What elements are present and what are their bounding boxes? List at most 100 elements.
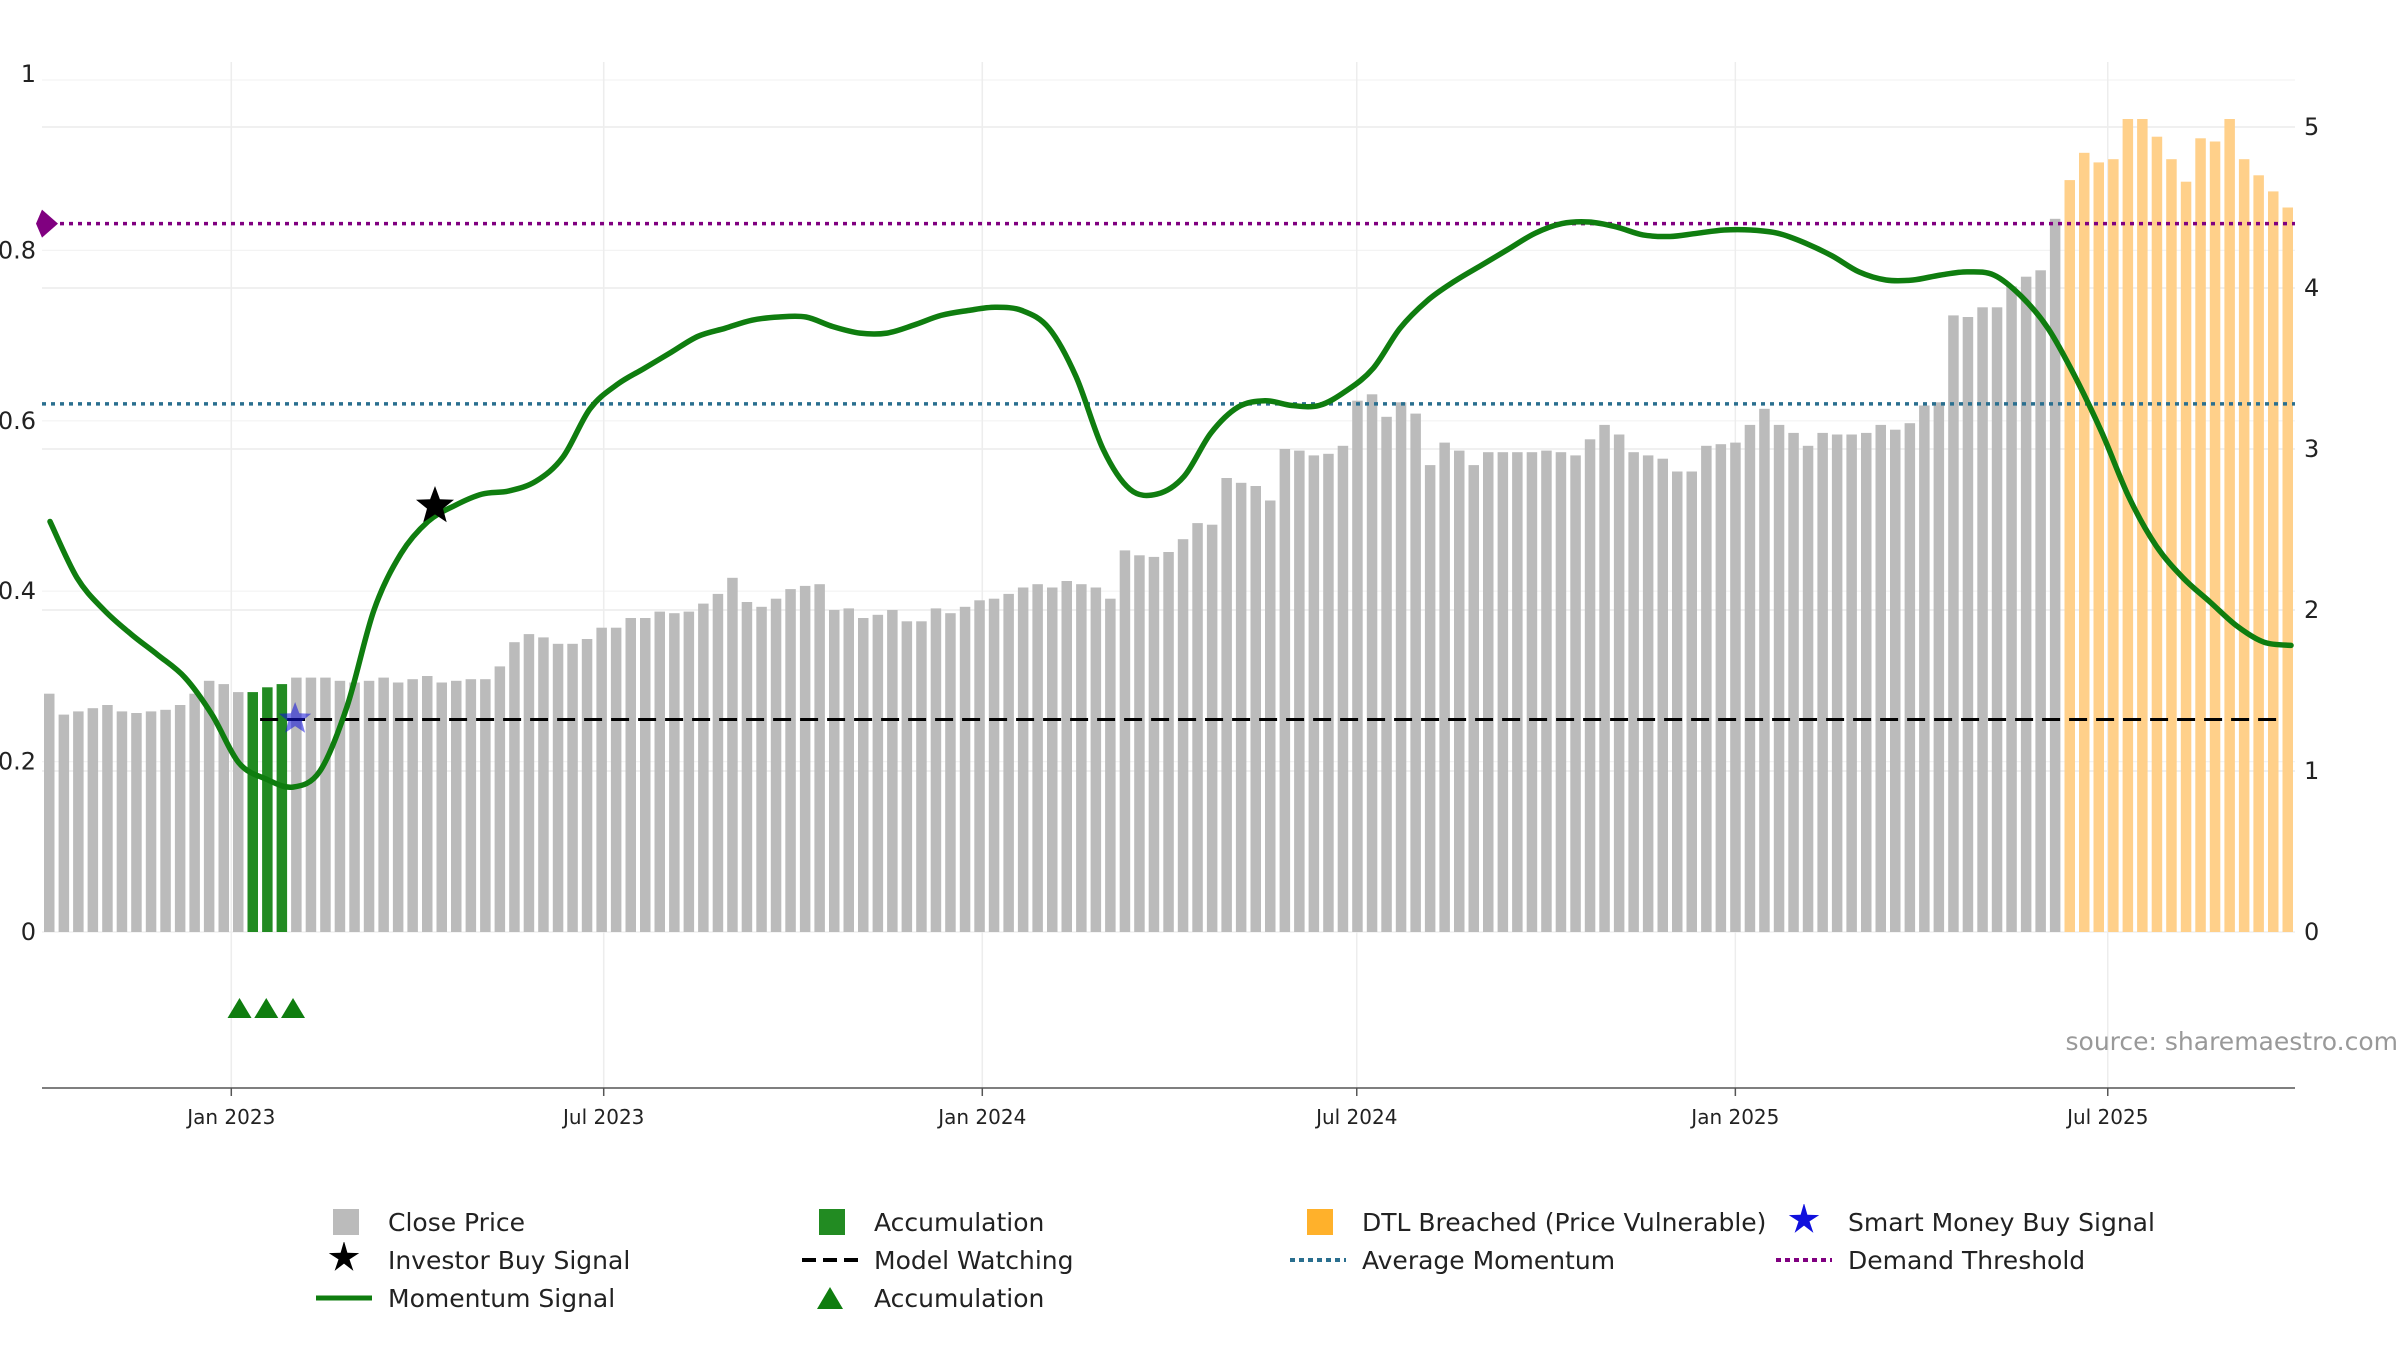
close-price-bar: [1337, 445, 1349, 932]
close-price-bar: [1744, 424, 1756, 932]
close-price-bar: [974, 600, 985, 932]
close-price-bar: [1017, 587, 1029, 932]
y-right-tick-label: 1: [2304, 757, 2319, 785]
y-right-tick-label: 0: [2304, 918, 2319, 946]
legend-close-price: Close Price: [316, 1204, 525, 1240]
demand-threshold-marker: [36, 209, 58, 238]
close-price-bar: [1846, 434, 1857, 932]
close-price-bar: [843, 608, 854, 932]
close-price-bar: [959, 606, 971, 932]
smart-money-buy-signal-star: [278, 702, 312, 733]
close-price-bar: [640, 618, 651, 932]
source-label: source: sharemaestro.com: [2066, 1027, 2399, 1056]
close-price-bar: [116, 711, 128, 932]
dtl-breached-bar: [2282, 207, 2293, 932]
close-price-bar: [1555, 452, 1567, 932]
accumulation-swatch: [819, 1209, 845, 1235]
dtl-breached-bar: [2268, 191, 2279, 932]
close-price-bar: [1773, 424, 1785, 932]
close-price-bar: [1657, 458, 1668, 932]
close-price-bar: [1962, 317, 1974, 932]
close-price-bar: [538, 637, 549, 932]
y-left-tick-label: 1: [21, 60, 36, 88]
close-price-bar: [1613, 434, 1625, 932]
close-price-swatch: [333, 1209, 359, 1235]
close-price-bar: [87, 708, 99, 932]
close-price-bar: [1991, 307, 2003, 932]
close-price-bar: [901, 621, 913, 932]
close-price-bar: [1352, 400, 1363, 932]
close-price-bar: [320, 677, 331, 932]
close-price-bar: [1831, 434, 1843, 932]
close-price-bar: [741, 602, 753, 932]
green-triangle-icon: [817, 1287, 843, 1309]
close-price-bar: [1163, 552, 1174, 932]
y-right-tick-label: 4: [2304, 274, 2319, 302]
black-star-icon: [328, 1242, 360, 1271]
close-price-bar: [1861, 432, 1872, 932]
close-price-bar: [1279, 449, 1291, 932]
close-price-bar: [392, 682, 404, 932]
legend-smart-money: Smart Money Buy Signal: [1776, 1204, 2155, 1240]
legend-model-watching: Model Watching: [802, 1242, 1074, 1278]
close-price-bar: [189, 693, 200, 932]
close-price-bar: [1875, 424, 1886, 932]
close-price-bar: [581, 639, 593, 932]
close-price-bar: [654, 611, 665, 932]
close-price-bar: [1366, 394, 1378, 932]
close-price-bar: [1904, 423, 1916, 932]
close-price-bar: [1119, 550, 1131, 932]
close-price-bar: [1701, 445, 1712, 932]
y-left-tick-label: 0.4: [0, 577, 36, 605]
dtl-breached-bar: [2238, 159, 2250, 932]
close-price-bar: [567, 643, 578, 932]
close-price-bar: [1802, 445, 1814, 932]
legend-label: Close Price: [388, 1207, 526, 1237]
dashed-line-icon: [802, 1258, 858, 1262]
dtl-breached-bar: [2064, 180, 2075, 933]
close-price-bar: [1294, 450, 1305, 932]
close-price-bar: [203, 680, 215, 932]
close-price-bar: [988, 598, 1000, 932]
dtl-breached-bar: [2079, 152, 2090, 933]
close-price-bar: [1919, 405, 1930, 932]
close-price-bar: [945, 613, 956, 932]
legend-accumulation-bar: Accumulation: [802, 1204, 1044, 1240]
close-price-bar: [1483, 452, 1494, 932]
close-price-bar: [334, 680, 346, 932]
legend-demand-threshold: Demand Threshold: [1776, 1242, 2085, 1278]
y-right-tick-label: 3: [2304, 435, 2319, 463]
chart: 0 0.2 0.4 0.6 0.8 1 0 1 2 3 4 5 Jan 2023 Jul 2023 Jan …: [0, 60, 2399, 1129]
close-price-bar: [407, 679, 418, 932]
close-price-bar: [174, 705, 186, 932]
close-price-bar: [1686, 471, 1697, 932]
close-price-bar: [785, 589, 796, 932]
close-price-bar: [1584, 439, 1596, 932]
close-price-bar: [422, 676, 433, 932]
legend-accumulation-marker: Accumulation: [802, 1280, 1044, 1316]
close-price-bar: [814, 584, 825, 932]
close-price-bar: [509, 642, 520, 932]
close-price-bar: [1977, 307, 1988, 932]
legend-label: Momentum Signal: [388, 1283, 616, 1313]
x-tick-label: Jul 2025: [2065, 1105, 2148, 1129]
close-price-bar: [1599, 424, 1610, 932]
close-price-bar: [131, 713, 142, 932]
close-price-bar: [494, 666, 506, 932]
y-left-tick-label: 0.6: [0, 407, 36, 435]
accumulation-bar: [247, 692, 258, 932]
close-price-bar: [1541, 450, 1552, 932]
close-price-bar: [1003, 593, 1014, 932]
close-price-bar: [1265, 500, 1276, 932]
legend-label: Accumulation: [874, 1283, 1045, 1313]
close-price-bar: [363, 680, 375, 932]
dtl-breached-bar: [2224, 119, 2235, 932]
close-price-bar: [1206, 524, 1218, 932]
legend-label: Demand Threshold: [1848, 1245, 2086, 1275]
close-price-bar: [305, 677, 317, 932]
close-price-bar: [1570, 455, 1581, 932]
close-price-bar: [73, 711, 84, 932]
dtl-breached-bar: [2108, 159, 2119, 932]
x-tick-label: Jan 2024: [936, 1105, 1026, 1129]
close-price-bar: [1526, 452, 1538, 932]
